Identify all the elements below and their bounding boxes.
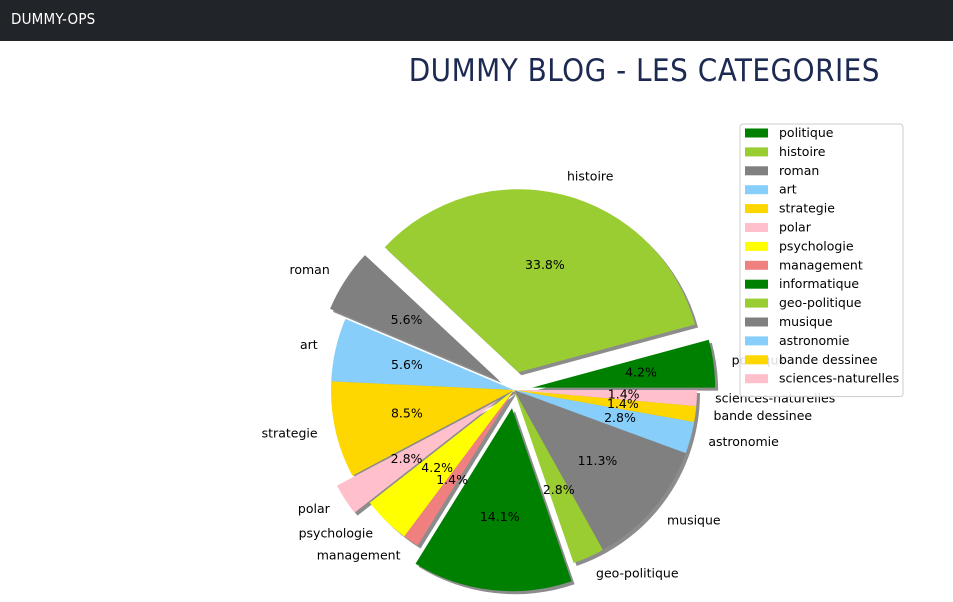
legend-swatch-polar	[745, 223, 768, 232]
slice-label-psychologie: psychologie	[299, 525, 374, 540]
slice-label-musique: musique	[667, 512, 721, 527]
pie-slice-politique	[532, 339, 716, 388]
legend-entry-art: art	[779, 182, 797, 197]
navbar-brand[interactable]: DUMMY-OPS	[11, 10, 96, 28]
slice-percent-histoire: 33.8%	[525, 257, 565, 272]
legend-entry-sciences-naturelles: sciences-naturelles	[779, 371, 899, 386]
legend-entry-musique: musique	[779, 314, 833, 329]
slice-percent-strategie: 8.5%	[391, 405, 423, 420]
slice-label-art: art	[300, 337, 318, 352]
legend-entry-strategie: strategie	[779, 201, 835, 216]
legend-swatch-management	[745, 260, 768, 270]
pie-slice-roman	[330, 255, 499, 381]
pie-slice-astronomie	[514, 390, 695, 454]
legend-entry-management: management	[779, 257, 863, 272]
legend-swatch-strategie	[745, 204, 768, 214]
pie-slice-geo-politique	[514, 390, 603, 564]
legend-swatch-geo-politique	[745, 298, 768, 308]
slice-percent-polar: 2.8%	[391, 451, 423, 466]
legend-entry-politique: politique	[779, 125, 834, 140]
legend-entry-histoire: histoire	[779, 144, 826, 159]
pie-slice-informatique	[415, 408, 572, 592]
slice-percent-astronomie: 2.8%	[604, 410, 636, 425]
slice-percent-management: 1.4%	[436, 472, 468, 487]
slice-label-polar: polar	[298, 501, 331, 516]
pie-slice-management	[404, 390, 514, 546]
navbar: DUMMY-OPS	[0, 0, 953, 41]
slice-percent-bande-dessinee: 1.4%	[607, 396, 639, 411]
slice-percent-geo-politique: 2.8%	[543, 482, 575, 497]
pie-slice-histoire	[384, 189, 696, 373]
legend-entry-astronomie: astronomie	[779, 333, 850, 348]
page-title: DUMMY BLOG - LES CATEGORIES	[408, 53, 880, 89]
slice-percent-roman: 5.6%	[391, 312, 423, 327]
slice-percent-politique: 4.2%	[625, 365, 657, 380]
slice-percent-psychologie: 4.2%	[421, 460, 453, 475]
slice-percent-sciences-naturelles: 1.4%	[608, 386, 640, 401]
legend-swatch-sciences-naturelles	[745, 374, 768, 384]
slice-label-roman: roman	[289, 262, 329, 277]
legend-swatch-astronomie	[745, 336, 768, 346]
slice-percent-informatique: 14.1%	[480, 509, 520, 524]
pie-slice-art	[331, 318, 514, 390]
legend-swatch-musique	[745, 317, 768, 327]
legend-box	[739, 123, 904, 398]
slice-label-histoire: histoire	[567, 168, 614, 183]
legend-entry-geo-politique: geo-politique	[779, 295, 862, 310]
legend-swatch-bande-dessinee	[745, 355, 768, 365]
legend-swatch-histoire	[745, 147, 768, 157]
pie-slice-psychologie	[369, 390, 514, 537]
slice-label-astronomie: astronomie	[708, 434, 779, 449]
legend-entry-bande-dessinee: bande dessinee	[779, 352, 878, 367]
slice-label-geo-politique: geo-politique	[596, 565, 679, 580]
legend-swatch-politique	[745, 128, 768, 138]
legend-swatch-art	[745, 185, 768, 195]
legend-swatch-informatique	[745, 279, 768, 289]
pie-slice-sciences-naturelles	[514, 390, 697, 407]
slice-label-strategie: strategie	[262, 425, 318, 440]
slice-label-management: management	[317, 548, 401, 563]
legend-entry-psychologie: psychologie	[779, 238, 854, 253]
slice-label-bande-dessinee: bande dessinee	[714, 408, 813, 423]
legend-entry-polar: polar	[779, 220, 812, 235]
pie-slice-polar	[336, 399, 499, 513]
legend-swatch-roman	[745, 166, 768, 176]
slice-label-informatique: informatique	[409, 600, 489, 602]
legend-swatch-psychologie	[745, 241, 768, 251]
slice-percent-musique: 11.3%	[578, 453, 618, 468]
pie-slice-bande-dessinee	[514, 390, 697, 423]
pie-slice-musique	[514, 390, 686, 550]
pie-slice-strategie	[331, 381, 514, 476]
slice-percent-art: 5.6%	[391, 357, 423, 372]
legend-entry-roman: roman	[779, 163, 819, 178]
legend-entry-informatique: informatique	[779, 276, 859, 291]
